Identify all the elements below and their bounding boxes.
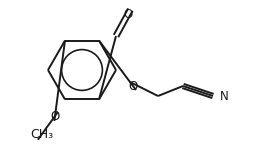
Text: O: O [123, 8, 133, 21]
Text: CH₃: CH₃ [30, 127, 54, 140]
Text: O: O [50, 110, 60, 123]
Text: N: N [220, 90, 229, 103]
Text: O: O [128, 79, 138, 92]
